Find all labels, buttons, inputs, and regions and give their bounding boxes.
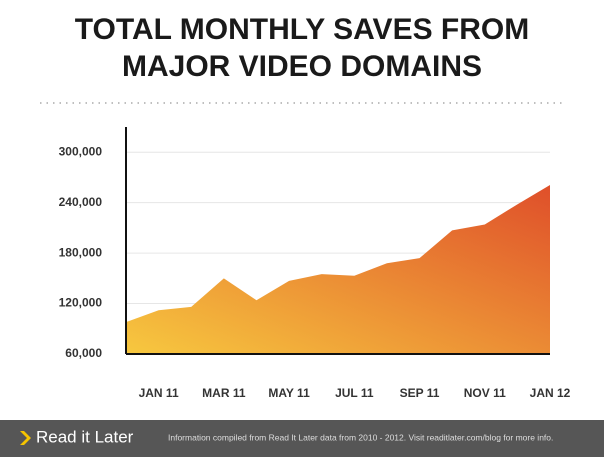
y-tick-label: 240,000	[59, 195, 103, 209]
logo-icon	[20, 431, 31, 445]
y-tick-label: 60,000	[65, 346, 102, 360]
area	[126, 185, 550, 354]
footer-note: Information compiled from Read It Later …	[168, 432, 553, 442]
chart-title: MAJOR VIDEO DOMAINS	[122, 50, 482, 83]
x-tick-label: JUL 11	[335, 386, 374, 400]
chart-title: TOTAL MONTHLY SAVES FROM	[75, 13, 529, 46]
footer-bar	[0, 420, 604, 457]
x-tick-label: MAR 11	[202, 386, 246, 400]
x-tick-label: JAN 11	[139, 386, 179, 400]
x-tick-label: SEP 11	[400, 386, 440, 400]
y-tick-label: 180,000	[59, 245, 103, 259]
x-tick-label: NOV 11	[464, 386, 506, 400]
y-tick-label: 300,000	[59, 144, 103, 158]
x-tick-label: JAN 12	[530, 386, 571, 400]
logo: Read it Later	[36, 427, 134, 446]
y-tick-label: 120,000	[59, 296, 103, 310]
x-tick-label: MAY 11	[268, 386, 310, 400]
plot: 60,000 120,000 180,000 240,000 300,000 JAN 11…	[59, 127, 571, 400]
